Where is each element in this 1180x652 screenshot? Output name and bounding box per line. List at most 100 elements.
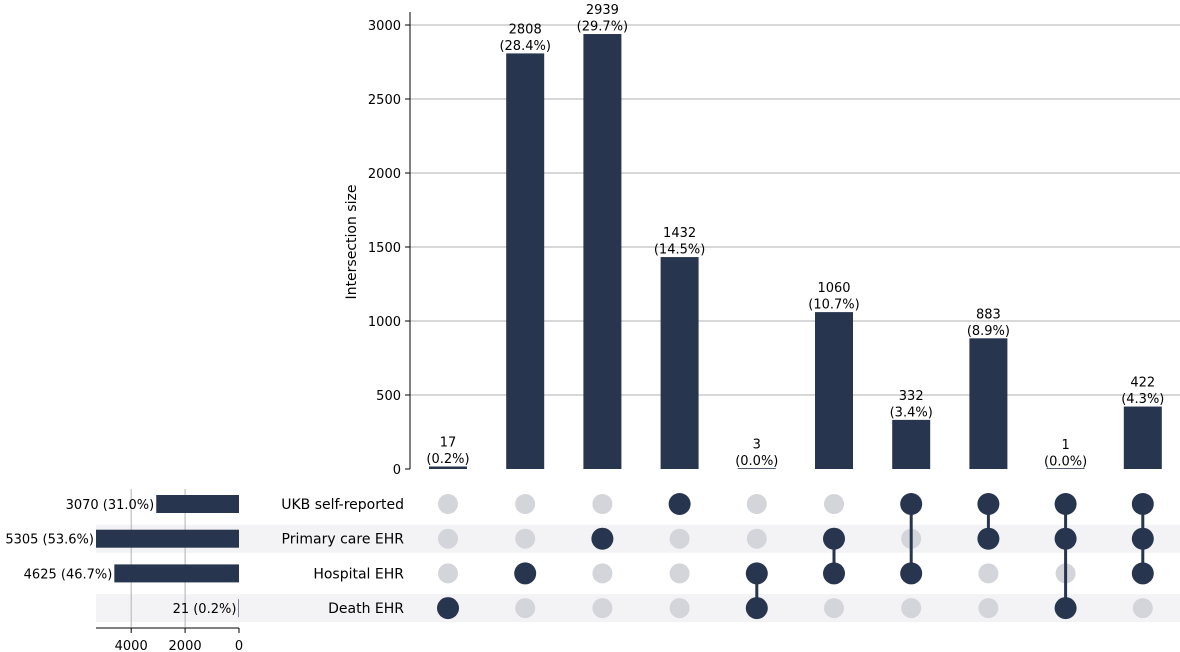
set-size-tick-label: 2000 bbox=[169, 639, 202, 652]
bar-count-label: 422 bbox=[1130, 376, 1155, 391]
matrix-dot-inactive bbox=[978, 598, 999, 619]
intersection-bar bbox=[969, 338, 1008, 469]
y-tick-label: 0 bbox=[393, 463, 401, 478]
bar-count-label: 3 bbox=[753, 438, 761, 453]
matrix-dot-inactive bbox=[669, 528, 690, 549]
bar-count-label: 1432 bbox=[663, 226, 696, 241]
bar-count-label: 1060 bbox=[817, 281, 850, 296]
intersection-bar bbox=[660, 257, 699, 469]
matrix-dot-inactive bbox=[669, 563, 690, 584]
bar-percent-label: (8.9%) bbox=[967, 324, 1010, 339]
matrix-dot-active bbox=[668, 493, 691, 515]
matrix-dot-active bbox=[1131, 527, 1154, 550]
intersection-bar bbox=[583, 34, 622, 469]
set-size-label: 21 (0.2%) bbox=[173, 602, 237, 617]
matrix-dot-inactive bbox=[1132, 598, 1153, 619]
bar-count-label: 2939 bbox=[586, 3, 619, 18]
matrix-dot-active bbox=[745, 597, 768, 620]
set-size-bar bbox=[114, 564, 239, 583]
y-tick-label: 1500 bbox=[368, 241, 401, 256]
matrix-dot-active bbox=[1131, 562, 1154, 585]
matrix-dot-inactive bbox=[824, 494, 844, 514]
set-name-label: UKB self-reported bbox=[281, 497, 404, 513]
matrix-dot-inactive bbox=[901, 598, 922, 619]
set-size-bar bbox=[238, 599, 239, 618]
matrix-row-shade bbox=[96, 524, 1180, 553]
bar-percent-label: (10.7%) bbox=[808, 298, 859, 313]
matrix-dot-inactive bbox=[746, 494, 767, 514]
bar-percent-label: (4.3%) bbox=[1121, 392, 1164, 407]
matrix-dot-inactive bbox=[592, 494, 613, 514]
matrix-dot-inactive bbox=[515, 494, 536, 514]
intersection-bar bbox=[1123, 406, 1162, 469]
intersection-bars bbox=[429, 34, 1162, 469]
matrix-dot-inactive bbox=[669, 598, 690, 619]
bar-count-label: 883 bbox=[976, 307, 1001, 322]
set-size-label: 5305 (53.6%) bbox=[5, 533, 94, 548]
matrix-dot-active bbox=[1054, 597, 1077, 620]
y-axis-label: Intersection size bbox=[344, 185, 360, 300]
bar-count-label: 332 bbox=[899, 389, 924, 404]
y-tick-label: 500 bbox=[376, 389, 401, 404]
matrix-dot-active bbox=[514, 562, 537, 585]
intersection-bar bbox=[892, 419, 931, 469]
intersection-bar bbox=[1046, 468, 1085, 469]
set-size-bars: 3070 (31.0%) 5305 (53.6%) 4625 (46.7%) 21 (… bbox=[5, 495, 239, 618]
bar-count-label: 1 bbox=[1061, 438, 1069, 453]
intersection-bar bbox=[737, 468, 776, 469]
intersection-bar-labels: 17 (0.2%) 2808 (28.4%) 2939 (29.7%) 1432 (14.5%… bbox=[426, 3, 1164, 469]
y-axis: 0 500 1000 1500 2000 2500 3000 bbox=[368, 12, 411, 478]
set-size-tick-label: 0 bbox=[235, 639, 243, 652]
set-size-axis: 4000 2000 0 bbox=[96, 627, 243, 652]
matrix-dot-inactive bbox=[592, 563, 613, 584]
set-size-bar bbox=[156, 495, 239, 513]
matrix-dot-active bbox=[1054, 493, 1077, 515]
bar-percent-label: (0.2%) bbox=[426, 452, 469, 467]
matrix-dot-inactive bbox=[746, 528, 767, 549]
set-name-label: Death EHR bbox=[328, 601, 404, 617]
matrix-dot-active bbox=[745, 562, 768, 585]
set-size-bar bbox=[96, 529, 239, 548]
matrix-dot-active bbox=[437, 597, 459, 620]
matrix-dot-inactive bbox=[592, 598, 613, 619]
bar-percent-label: (0.0%) bbox=[735, 454, 778, 469]
set-name-label: Primary care EHR bbox=[282, 532, 405, 548]
matrix-dot-inactive bbox=[978, 563, 999, 584]
matrix-row-shade bbox=[96, 594, 1180, 623]
matrix-dot-inactive bbox=[515, 598, 536, 619]
matrix-dot-active bbox=[823, 527, 845, 550]
set-labels: UKB self-reported Primary care EHR Hospita… bbox=[281, 497, 404, 617]
matrix-dot-active bbox=[900, 562, 923, 585]
set-name-label: Hospital EHR bbox=[313, 566, 404, 582]
bar-count-label: 17 bbox=[440, 435, 457, 450]
matrix-dot-inactive bbox=[824, 598, 844, 619]
y-tick-label: 1000 bbox=[368, 315, 401, 330]
membership-matrix bbox=[437, 493, 1154, 620]
matrix-dot-inactive bbox=[438, 563, 458, 584]
intersection-bar bbox=[506, 53, 545, 469]
matrix-dot-inactive bbox=[438, 528, 458, 549]
y-tick-label: 2000 bbox=[368, 167, 401, 182]
matrix-dot-active bbox=[591, 527, 614, 550]
matrix-dot-inactive bbox=[438, 494, 458, 514]
matrix-dot-active bbox=[1054, 527, 1077, 550]
y-tick-label: 2500 bbox=[368, 93, 401, 108]
bar-percent-label: (3.4%) bbox=[890, 405, 933, 420]
bar-percent-label: (28.4%) bbox=[499, 39, 550, 54]
matrix-dot-active bbox=[900, 493, 923, 515]
matrix-dot-active bbox=[823, 562, 845, 585]
matrix-dot-active bbox=[977, 527, 1000, 550]
intersection-bar bbox=[429, 466, 467, 469]
bar-percent-label: (14.5%) bbox=[654, 243, 705, 258]
set-size-tick-label: 4000 bbox=[115, 639, 148, 652]
bar-count-label: 2808 bbox=[509, 22, 542, 37]
intersection-bar bbox=[815, 312, 853, 469]
matrix-background bbox=[96, 524, 1180, 623]
bar-percent-label: (29.7%) bbox=[577, 20, 628, 35]
matrix-dot-active bbox=[1131, 493, 1154, 515]
bar-percent-label: (0.0%) bbox=[1044, 454, 1087, 469]
matrix-dot-active bbox=[977, 493, 1000, 515]
set-size-label: 4625 (46.7%) bbox=[24, 567, 113, 582]
matrix-dot-inactive bbox=[515, 528, 536, 549]
